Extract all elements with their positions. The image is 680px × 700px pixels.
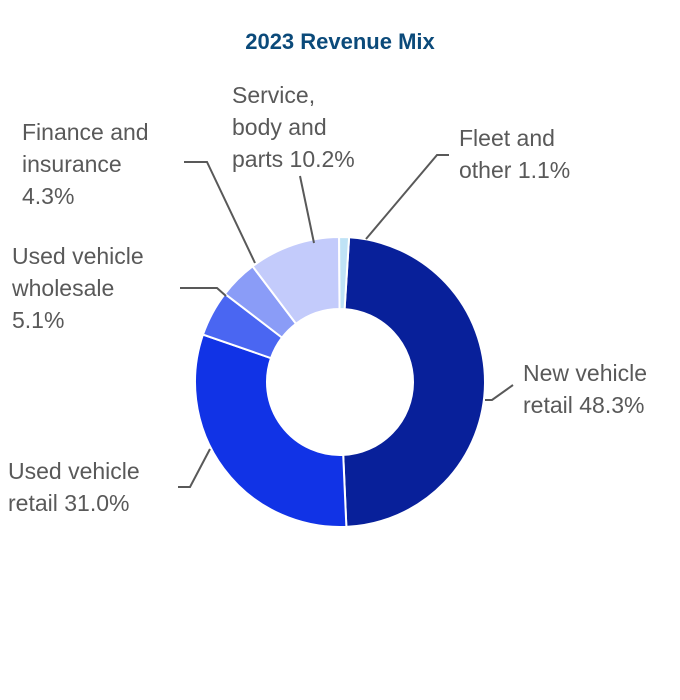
slice-label-line: wholesale (11, 275, 114, 301)
slice-label-used-vehicle-retail: Used vehicle retail 31.0% (8, 458, 140, 516)
slice-label-line: retail 48.3% (523, 392, 644, 418)
slice-label-line: other 1.1% (459, 157, 570, 183)
slice-label-used-vehicle-wholesale: Used vehicle wholesale 5.1% (11, 243, 144, 333)
leader-lines (178, 154, 514, 488)
slice-used-vehicle-retail (194, 333, 348, 528)
slice-label-line: Finance and (22, 119, 149, 145)
slice-labels: New vehicle retail 48.3% Used vehicle retai… (8, 82, 647, 516)
slice-label-line: parts 10.2% (232, 146, 355, 172)
slice-label-line: Fleet and (459, 125, 555, 151)
slice-label-line: 4.3% (22, 183, 74, 209)
slice-label-line: New vehicle (523, 360, 647, 386)
slice-label-line: Used vehicle (8, 458, 140, 484)
slice-new-vehicle-retail (342, 236, 486, 528)
slice-label-new-vehicle-retail: New vehicle retail 48.3% (523, 360, 647, 418)
slice-label-line: Used vehicle (12, 243, 144, 269)
leader-line-used-vehicle-wholesale (180, 287, 227, 297)
slice-label-line: insurance (22, 151, 122, 177)
leader-line-service-body-and-parts (299, 175, 315, 244)
slice-fleet-and-other (338, 236, 351, 311)
leader-line-fleet-and-other (365, 154, 449, 240)
leader-line-used-vehicle-retail (178, 448, 211, 488)
slice-label-line: body and (232, 114, 327, 140)
slice-label-line: retail 31.0% (8, 490, 129, 516)
donut-slices (194, 235, 486, 528)
leader-line-new-vehicle-retail (485, 384, 514, 401)
slice-label-line: 5.1% (12, 307, 64, 333)
slice-label-finance-and-insurance: Finance and insurance 4.3% (22, 119, 149, 209)
chart-title: 2023 Revenue Mix (245, 29, 435, 54)
slice-label-fleet-and-other: Fleet and other 1.1% (459, 125, 570, 183)
leader-line-finance-and-insurance (184, 161, 256, 264)
slice-label-service-body-and-parts: Service, body and parts 10.2% (232, 82, 355, 172)
slice-label-line: Service, (232, 82, 315, 108)
